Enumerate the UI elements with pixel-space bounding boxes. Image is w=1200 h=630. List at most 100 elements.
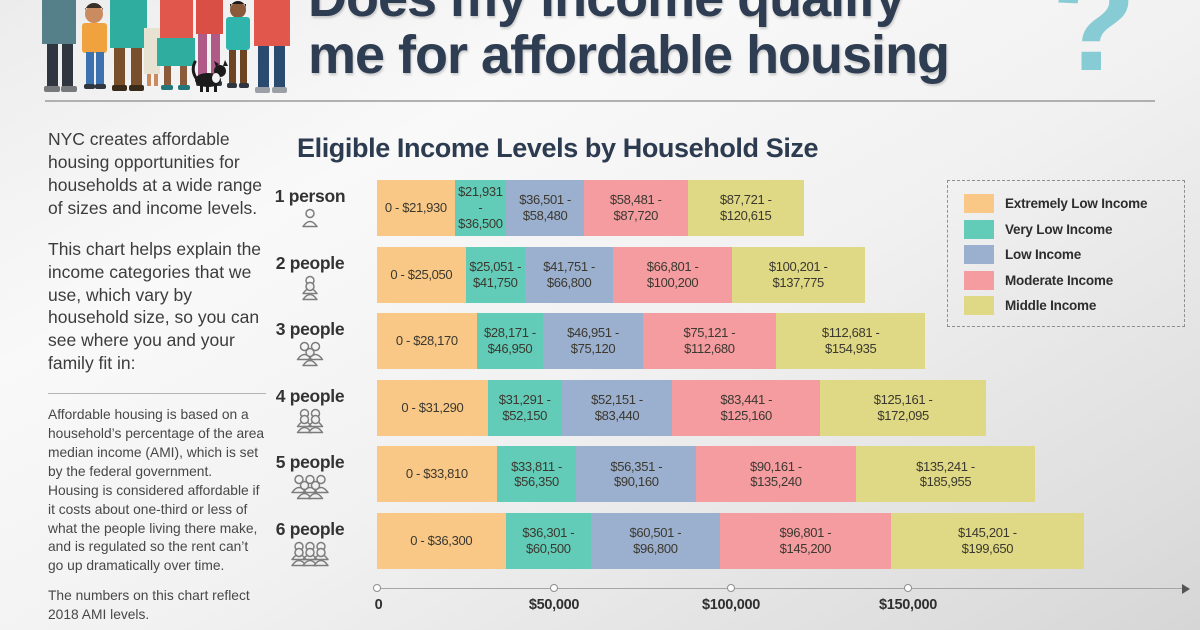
household-size-label: 1 person — [274, 186, 346, 206]
bar-segment: $56,351 - $90,160 — [576, 446, 697, 503]
bar-segment: 0 - $28,170 — [377, 313, 477, 370]
legend-swatch — [964, 194, 994, 213]
bar-segment: $58,481 - $87,720 — [584, 180, 688, 236]
row-label: 3 people — [252, 319, 368, 368]
income-range-label: $41,751 - $66,800 — [543, 258, 596, 290]
bar-segment: $33,811 - $56,350 — [496, 446, 577, 503]
household-icon-6 — [291, 541, 329, 567]
question-mark-accent: ? — [1052, 0, 1137, 100]
legend-item: Low Income — [964, 245, 1170, 264]
axis-tick-dot — [550, 584, 558, 592]
income-range-label: $96,801 - $145,200 — [779, 525, 832, 556]
income-range-label: $135,241 - $185,955 — [916, 458, 975, 490]
bar-segment: $96,801 - $145,200 — [719, 513, 891, 569]
bar-segment: 0 - $25,050 — [377, 246, 466, 303]
income-range-label: $125,161 - $172,095 — [873, 391, 933, 423]
bar-segment: $60,501 - $96,800 — [591, 513, 720, 569]
bar-segment: $145,201 - $199,650 — [891, 513, 1084, 569]
bar-segment: $21,931 - $36,500 — [454, 180, 507, 236]
income-range-label: $87,721 - $120,615 — [719, 192, 772, 223]
header-divider — [45, 100, 1155, 102]
family-illustration — [42, 0, 290, 93]
legend-item: Moderate Income — [964, 270, 1170, 290]
household-icon-3 — [296, 341, 324, 367]
household-size-label: 2 people — [275, 252, 345, 273]
bar-row-2-person: 2 people 0 - $25,050 $25,051 - $41,750 $41,… — [0, 246, 1200, 303]
bar-row-5-person: 5 people 0 - $33,810 $33,811 - $56,350 $56,… — [0, 446, 1200, 503]
bar-segment: $112,681 - $154,935 — [775, 313, 926, 370]
bar-segment: 0 - $36,300 — [377, 513, 506, 569]
bar-segment: $36,501 - $58,480 — [506, 180, 584, 236]
bar-segment: $100,201 - $137,775 — [731, 246, 865, 303]
axis-tick-label: $50,000 — [528, 597, 580, 613]
income-range-label: 0 - $33,810 — [405, 466, 468, 482]
income-range-label: 0 - $28,170 — [395, 333, 458, 349]
x-axis-line — [377, 588, 1183, 589]
household-size-label: 5 people — [275, 452, 345, 473]
ami-year-note: The numbers on this chart reflect 2018 A… — [48, 588, 250, 623]
household-size-label: 6 people — [275, 519, 345, 539]
income-range-label: $58,481 - $87,720 — [609, 192, 662, 223]
bar-segment: $31,291 - $52,150 — [487, 379, 562, 436]
page-title: Does my income qualifyme for affordable … — [308, 0, 950, 86]
income-range-label: $46,951 - $75,120 — [567, 325, 619, 357]
bar-segment: 0 - $31,290 — [377, 379, 488, 436]
income-range-label: $90,161 - $135,240 — [750, 458, 802, 490]
row-label: 1 person — [252, 186, 368, 235]
row-label: 2 people — [252, 253, 368, 302]
row-label: 4 people — [252, 386, 368, 435]
bar-row-1-person: 1 person 0 - $21,930 $21,931 - $36,500 $36,… — [0, 180, 1200, 236]
income-range-label: 0 - $21,930 — [384, 200, 447, 216]
bar-segment: $25,051 - $41,750 — [465, 246, 525, 303]
legend-label: Low Income — [1005, 247, 1082, 262]
household-icon-5 — [291, 475, 329, 500]
page-title-line2: me for affordable housing — [308, 25, 950, 86]
axis-tick-label: $150,000 — [878, 597, 938, 613]
income-range-label: $28,171 - $46,950 — [484, 325, 536, 357]
income-range-label: $112,681 - $154,935 — [821, 325, 880, 357]
ami-note: Affordable housing is based on a househo… — [48, 407, 265, 574]
income-range-label: $52,151 - $83,440 — [591, 391, 643, 423]
intro-sidebar: NYC creates affordable housing opportuni… — [48, 128, 266, 630]
bar-segment: $41,751 - $66,800 — [524, 246, 614, 303]
bar-segment: $83,441 - $125,160 — [672, 379, 821, 436]
axis-tick-label: 0 — [374, 597, 383, 613]
household-size-label: 4 people — [275, 385, 345, 406]
income-range-label: $66,801 - $100,200 — [646, 258, 699, 290]
household-icon-1 — [302, 208, 318, 228]
household-icon-2 — [302, 275, 318, 300]
bar-segment: $36,301 - $60,500 — [505, 513, 592, 569]
income-range-label: $145,201 - $199,650 — [958, 525, 1017, 556]
legend-item: Extremely Low Income — [964, 194, 1170, 213]
intro-paragraph-2: This chart helps explain the income cate… — [48, 238, 262, 374]
bar-segment: $46,951 - $75,120 — [543, 313, 643, 370]
bar-row-3-person: 3 people 0 - $28,170 $28,171 - $46,950 $46,… — [0, 313, 1200, 370]
cat-illustration — [191, 60, 228, 92]
bar-segment: $135,241 - $185,955 — [855, 446, 1036, 503]
income-range-label: 0 - $36,300 — [410, 533, 473, 549]
legend-label: Very Low Income — [1005, 221, 1113, 237]
income-range-label: $83,441 - $125,160 — [720, 391, 773, 423]
legend-swatch — [964, 219, 994, 239]
bar-row-4-person: 4 people 0 - $31,290 $31,291 - $52,150 $52,… — [0, 379, 1200, 436]
bar-segment: $87,721 - $120,615 — [687, 180, 804, 236]
axis-tick-dot — [373, 584, 381, 592]
income-range-label: $31,291 - $52,150 — [498, 391, 551, 423]
legend-box: Extremely Low Income Very Low Income Low I… — [947, 180, 1185, 327]
income-range-label: 0 - $25,050 — [390, 266, 453, 282]
income-range-label: $75,121 - $112,680 — [683, 325, 736, 357]
income-range-label: $36,301 - $60,500 — [522, 525, 575, 556]
axis-tick-dot — [904, 584, 912, 592]
sidebar-divider — [48, 393, 266, 395]
bar-segment: $90,161 - $135,240 — [696, 446, 856, 503]
income-range-label: $36,501 - $58,480 — [519, 192, 571, 223]
x-axis-arrow-icon — [1182, 583, 1190, 594]
bar-segment: $125,161 - $172,095 — [820, 379, 987, 436]
bar-segment: 0 - $21,930 — [377, 180, 455, 236]
income-range-label: $56,351 - $90,160 — [610, 458, 663, 490]
page-title-line1: Does my income qualify — [308, 0, 905, 28]
axis-tick-dot — [727, 584, 735, 592]
bar-segment: 0 - $33,810 — [377, 446, 497, 503]
legend-item: Very Low Income — [964, 219, 1170, 239]
